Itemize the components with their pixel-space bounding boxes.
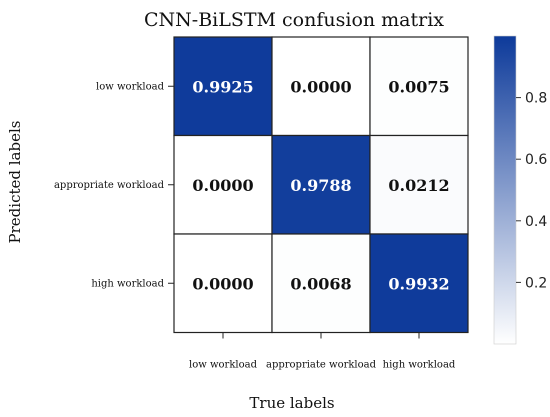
cell-value-label: 0.0068 [290,274,351,293]
heatmap-cell-1-0 [173,134,273,235]
y-tick-label: low workload [96,81,165,92]
colorbar-tick-label: 0.4 [525,214,547,230]
cell-value-label: 0.0075 [388,77,449,96]
x-tick-labels: low workload appropriate workload high wor… [189,332,456,371]
heatmap-cell-1-2 [369,134,469,235]
x-tick-label: high workload [383,360,456,371]
cell-value-label: 0.9925 [192,77,253,96]
heatmap-cells: 0.9925 0.0000 0.0075 0.0000 0.9788 0.0212 0.00… [173,36,469,334]
colorbar-tick-label: 0.2 [525,275,547,291]
cell-value-label: 0.0212 [388,176,449,195]
heatmap-cell-0-1 [271,36,371,137]
y-tick-label: high workload [91,278,164,289]
heatmap-cell-0-0 [173,36,273,137]
colorbar-tick-label: 0.6 [525,152,547,168]
cell-value-label: 0.0000 [290,77,351,96]
heatmap-cell-1-1 [271,134,371,235]
y-axis-label: Predicted labels [6,121,24,244]
chart-title: CNN-BiLSTM confusion matrix [144,9,444,31]
x-axis-label: True labels [249,394,334,412]
x-tick-label: appropriate workload [266,360,377,371]
colorbar-tick-label: 0.8 [525,91,547,107]
cell-value-label: 0.0000 [192,274,253,293]
heatmap-cell-2-1 [271,233,371,334]
y-tick-labels: low workload appropriate workload high wor… [54,81,174,289]
cell-value-label: 0.0000 [192,176,253,195]
y-tick-label: appropriate workload [54,180,165,191]
colorbar-ticks: 0.2 0.4 0.6 0.8 [516,91,547,291]
cell-value-label: 0.9788 [290,176,351,195]
cell-value-label: 0.9932 [388,274,449,293]
heatmap-cell-0-2 [369,36,469,137]
colorbar [493,35,517,345]
x-tick-label: low workload [189,360,258,371]
